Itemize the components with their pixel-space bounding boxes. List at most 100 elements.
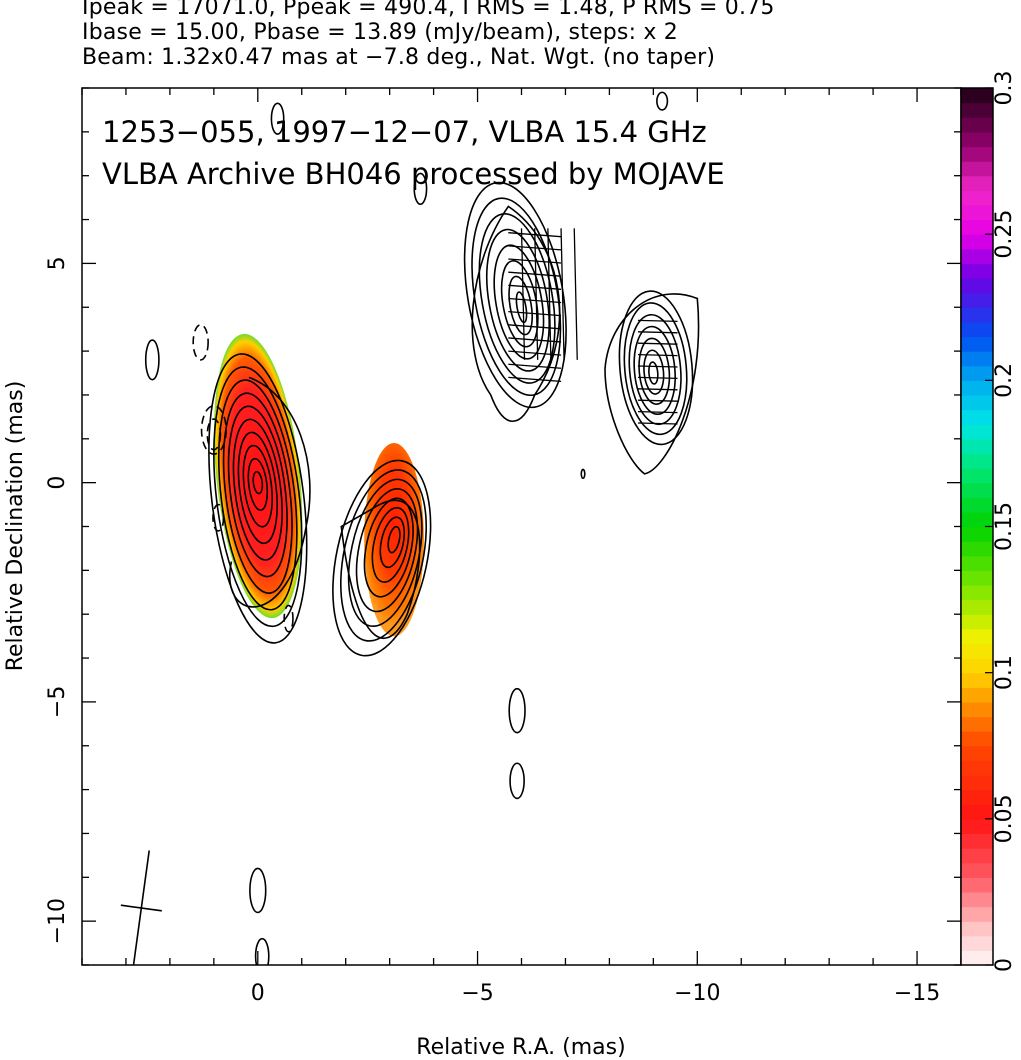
colorbar-segment bbox=[961, 804, 993, 820]
colorbar-segment bbox=[961, 482, 993, 498]
colorbar-segment bbox=[961, 468, 993, 484]
colorbar-segment bbox=[961, 862, 993, 878]
noise-contour bbox=[656, 91, 669, 111]
colorbar-segment bbox=[961, 336, 993, 352]
x-tick-label: −15 bbox=[894, 981, 940, 1006]
evpa-stick bbox=[508, 297, 562, 304]
evpa-stick bbox=[637, 353, 678, 357]
evpa-stick bbox=[560, 228, 565, 360]
jet-contour bbox=[363, 497, 414, 598]
axis-ticks bbox=[81, 87, 962, 966]
colorbar-tick-label: 0.2 bbox=[992, 363, 1017, 398]
colorbar-segment bbox=[961, 891, 993, 908]
colorbar-segment bbox=[961, 731, 993, 747]
x-axis-label: Relative R.A. (mas) bbox=[416, 1035, 625, 1060]
colorbar-segment bbox=[961, 950, 993, 966]
colorbar-segment bbox=[961, 263, 993, 279]
evpa-stick bbox=[508, 258, 562, 264]
colorbar-segment bbox=[961, 380, 993, 396]
knot-b-contour bbox=[623, 302, 688, 436]
colorbar-segment bbox=[961, 614, 993, 630]
colorbar-segment bbox=[961, 526, 993, 542]
colorbar-segment bbox=[961, 438, 993, 455]
colorbar-segment bbox=[961, 701, 993, 718]
evpa-stick bbox=[573, 228, 578, 360]
y-tick-label: −10 bbox=[45, 898, 70, 944]
jet-contour bbox=[379, 516, 406, 569]
colorbar-segment bbox=[961, 541, 993, 557]
evpa-stick bbox=[637, 399, 678, 402]
colorbar-segment bbox=[961, 351, 993, 367]
colorbar-segment bbox=[961, 833, 993, 849]
noise-contour bbox=[254, 937, 270, 965]
colorbar-segment bbox=[961, 921, 993, 937]
knot-a-contour bbox=[478, 213, 556, 384]
knot-b-contour bbox=[648, 361, 659, 385]
core-contour bbox=[213, 366, 303, 628]
colorbar-segment bbox=[961, 234, 993, 250]
noise-contour bbox=[580, 468, 586, 480]
core-contour bbox=[222, 392, 293, 594]
evpa-stick bbox=[508, 376, 562, 383]
colorbar-segment bbox=[961, 146, 993, 162]
colorbar-segment bbox=[961, 248, 993, 264]
evpa-stick bbox=[637, 410, 678, 414]
colorbar-tick-label: 0.1 bbox=[992, 655, 1017, 690]
noise-contour bbox=[249, 867, 267, 914]
colorbar-segment bbox=[961, 453, 993, 469]
beam-cross bbox=[120, 850, 162, 966]
header-line-1: Ipeak = 17071.0, Ppeak = 490.4, I RMS = … bbox=[82, 0, 775, 20]
evpa-layer bbox=[508, 228, 678, 425]
colorbar-segment bbox=[961, 906, 993, 922]
negative-contour bbox=[192, 323, 209, 361]
evpa-stick bbox=[637, 365, 678, 368]
colorbar-segment bbox=[961, 877, 993, 893]
core-outer-contour bbox=[229, 376, 311, 608]
jet-contour bbox=[355, 488, 419, 613]
core-contour bbox=[242, 444, 274, 528]
evpa-stick bbox=[508, 324, 562, 330]
colorbar bbox=[961, 88, 993, 966]
axis-tick-labels: 0 −5 −10 −15 5 0 −5 −10 bbox=[45, 256, 940, 1006]
jet-polarization-patch bbox=[364, 442, 424, 637]
colorbar-segment bbox=[961, 292, 993, 308]
y-axis-label: Relative Declination (mas) bbox=[3, 381, 28, 672]
polarization-layer bbox=[213, 333, 424, 637]
negative-contour bbox=[200, 405, 227, 456]
colorbar-segment bbox=[961, 643, 993, 659]
x-tick-label: −10 bbox=[674, 981, 720, 1006]
colorbar-segment bbox=[961, 555, 993, 571]
core-contour bbox=[247, 457, 269, 511]
knot-a-contour bbox=[486, 228, 550, 372]
y-tick-label: 0 bbox=[45, 476, 70, 490]
colorbar-segment bbox=[961, 628, 993, 645]
jet-contour bbox=[387, 525, 401, 554]
colorbar-segment bbox=[961, 848, 993, 864]
colorbar-segment bbox=[961, 117, 993, 133]
evpa-stick bbox=[508, 350, 562, 356]
knot-b-contour bbox=[643, 349, 665, 395]
header-line-2: Ibase = 15.00, Pbase = 13.89 (mJy/beam),… bbox=[82, 20, 679, 45]
colorbar-segment bbox=[961, 424, 993, 440]
noise-contour bbox=[508, 687, 526, 734]
knot-a-outer-contour bbox=[471, 205, 561, 423]
colorbar-segment bbox=[961, 570, 993, 586]
negative-contour bbox=[212, 503, 225, 532]
colorbar-segment bbox=[961, 88, 993, 104]
negative-contour bbox=[283, 604, 294, 633]
noise-contour bbox=[509, 762, 525, 800]
colorbar-segment bbox=[961, 687, 993, 703]
jet-outer-contour bbox=[340, 499, 421, 640]
knot-a-contour bbox=[508, 275, 533, 336]
colorbar-tick-label: 0.3 bbox=[992, 71, 1017, 106]
noise-contour bbox=[413, 172, 428, 206]
knot-b-outer-contour bbox=[604, 293, 700, 475]
colorbar-segment bbox=[961, 204, 993, 221]
core-contour bbox=[252, 470, 264, 495]
colorbar-tick-label: 0.25 bbox=[992, 210, 1017, 259]
colorbar-tick-label: 0.05 bbox=[992, 794, 1017, 843]
colorbar-segment bbox=[961, 935, 993, 951]
map-title: 1253−055, 1997−12−07, VLBA 15.4 GHz bbox=[102, 115, 707, 149]
header-line-3: Beam: 1.32x0.47 mas at −7.8 deg., Nat. W… bbox=[82, 45, 716, 70]
